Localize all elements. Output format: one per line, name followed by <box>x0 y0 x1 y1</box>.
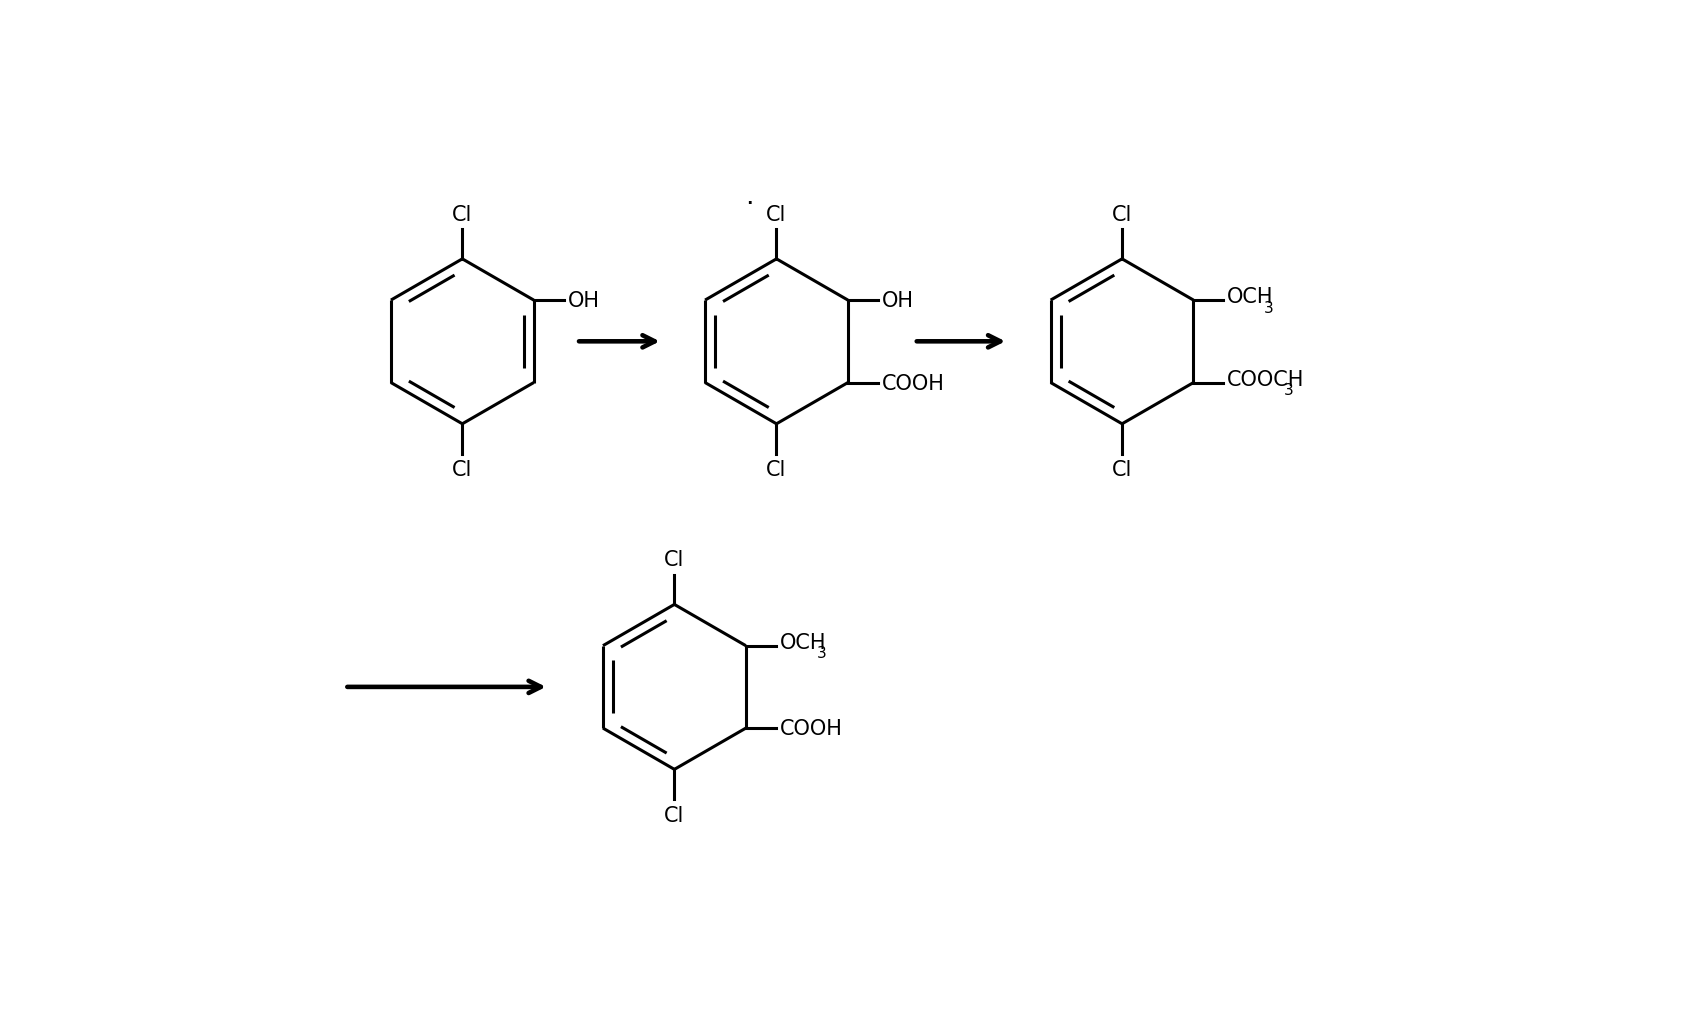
Text: 3: 3 <box>1263 301 1274 315</box>
Text: COOCH: COOCH <box>1226 369 1304 389</box>
Text: Cl: Cl <box>664 805 684 825</box>
Text: OH: OH <box>567 290 599 311</box>
Text: COOH: COOH <box>779 718 842 739</box>
Text: Cl: Cl <box>766 460 786 480</box>
Text: Cl: Cl <box>1110 204 1131 224</box>
Text: Cl: Cl <box>766 204 786 224</box>
Text: Cl: Cl <box>452 204 472 224</box>
Text: COOH: COOH <box>881 373 944 393</box>
Text: OCH: OCH <box>779 632 825 652</box>
Text: Cl: Cl <box>452 460 472 480</box>
Text: OH: OH <box>881 290 914 311</box>
Text: ·: · <box>744 192 752 218</box>
Text: Cl: Cl <box>664 549 684 570</box>
Text: 3: 3 <box>1284 383 1292 397</box>
Text: 3: 3 <box>817 646 825 660</box>
Text: Cl: Cl <box>1110 460 1131 480</box>
Text: OCH: OCH <box>1226 287 1274 307</box>
